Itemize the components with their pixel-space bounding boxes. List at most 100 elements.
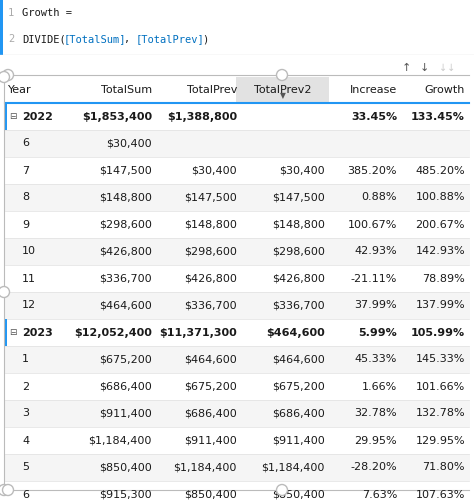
Bar xyxy=(4,103,7,130)
Text: ↓: ↓ xyxy=(419,63,428,73)
Text: 200.67%: 200.67% xyxy=(416,220,465,230)
Text: $464,600: $464,600 xyxy=(184,354,237,364)
Text: [TotalSum]: [TotalSum] xyxy=(64,34,127,44)
Bar xyxy=(4,184,470,211)
Text: ▼: ▼ xyxy=(280,91,285,100)
Text: 101.66%: 101.66% xyxy=(416,382,465,392)
Text: $686,400: $686,400 xyxy=(272,408,325,418)
Text: $426,800: $426,800 xyxy=(184,274,237,283)
Text: $1,184,400: $1,184,400 xyxy=(262,462,325,472)
Text: ): ) xyxy=(202,34,208,44)
Text: $336,700: $336,700 xyxy=(184,300,237,310)
Text: $675,200: $675,200 xyxy=(272,382,325,392)
Bar xyxy=(4,319,470,346)
Text: 1.66%: 1.66% xyxy=(362,382,397,392)
Text: $336,700: $336,700 xyxy=(100,274,152,283)
Text: $11,371,300: $11,371,300 xyxy=(159,328,237,338)
Text: 45.33%: 45.33% xyxy=(355,354,397,364)
Text: 142.93%: 142.93% xyxy=(415,246,465,256)
Bar xyxy=(4,400,470,427)
Text: DIVIDE(: DIVIDE( xyxy=(22,34,66,44)
Text: 1: 1 xyxy=(8,8,14,18)
Text: 78.89%: 78.89% xyxy=(422,274,465,283)
Circle shape xyxy=(2,70,13,80)
Text: -28.20%: -28.20% xyxy=(350,462,397,472)
Text: $298,600: $298,600 xyxy=(272,246,325,256)
Text: $298,600: $298,600 xyxy=(184,246,237,256)
Text: 42.93%: 42.93% xyxy=(355,246,397,256)
Text: $426,800: $426,800 xyxy=(99,246,152,256)
Text: 32.78%: 32.78% xyxy=(355,408,397,418)
Text: ⊟: ⊟ xyxy=(9,112,17,121)
Text: $1,184,400: $1,184,400 xyxy=(89,436,152,446)
Text: $147,500: $147,500 xyxy=(184,192,237,202)
Circle shape xyxy=(2,484,13,496)
Text: $686,400: $686,400 xyxy=(99,382,152,392)
Text: 105.99%: 105.99% xyxy=(411,328,465,338)
Circle shape xyxy=(0,484,9,496)
Text: TotalPrev: TotalPrev xyxy=(187,85,237,95)
Text: 11: 11 xyxy=(22,274,36,283)
Bar xyxy=(4,373,470,400)
Text: $30,400: $30,400 xyxy=(106,138,152,148)
Text: 100.88%: 100.88% xyxy=(416,192,465,202)
Bar xyxy=(4,454,470,481)
Text: 37.99%: 37.99% xyxy=(355,300,397,310)
Text: $148,800: $148,800 xyxy=(272,220,325,230)
Text: 100.67%: 100.67% xyxy=(347,220,397,230)
Text: 6: 6 xyxy=(22,138,29,148)
Text: $911,400: $911,400 xyxy=(99,408,152,418)
Text: 2022: 2022 xyxy=(22,112,53,122)
Text: 71.80%: 71.80% xyxy=(422,462,465,472)
Text: $911,400: $911,400 xyxy=(272,436,325,446)
Text: Year: Year xyxy=(8,85,32,95)
Text: $686,400: $686,400 xyxy=(184,408,237,418)
Text: 7.63%: 7.63% xyxy=(362,490,397,500)
Text: 12: 12 xyxy=(22,300,36,310)
Text: 9: 9 xyxy=(22,220,29,230)
Circle shape xyxy=(276,484,288,496)
Text: $30,400: $30,400 xyxy=(191,166,237,175)
Text: 3: 3 xyxy=(22,408,29,418)
Text: $850,400: $850,400 xyxy=(184,490,237,500)
Text: Growth =: Growth = xyxy=(22,8,72,18)
Text: $148,800: $148,800 xyxy=(184,220,237,230)
Text: 2: 2 xyxy=(8,34,14,44)
Text: $336,700: $336,700 xyxy=(273,300,325,310)
Text: $464,600: $464,600 xyxy=(272,354,325,364)
Text: -21.11%: -21.11% xyxy=(351,274,397,283)
Text: 485.20%: 485.20% xyxy=(415,166,465,175)
Text: $850,400: $850,400 xyxy=(99,462,152,472)
Bar xyxy=(4,481,470,500)
Text: $675,200: $675,200 xyxy=(184,382,237,392)
Text: $911,400: $911,400 xyxy=(184,436,237,446)
Text: 5.99%: 5.99% xyxy=(358,328,397,338)
Text: 133.45%: 133.45% xyxy=(411,112,465,122)
Text: ↑: ↑ xyxy=(401,63,410,73)
Text: $464,600: $464,600 xyxy=(99,300,152,310)
Text: $1,853,400: $1,853,400 xyxy=(82,112,152,122)
Text: 0.88%: 0.88% xyxy=(362,192,397,202)
Text: $147,500: $147,500 xyxy=(99,166,152,175)
Text: 137.99%: 137.99% xyxy=(415,300,465,310)
Text: 6: 6 xyxy=(22,490,29,500)
Bar xyxy=(4,346,470,373)
Text: 4: 4 xyxy=(22,436,29,446)
Circle shape xyxy=(0,286,9,298)
Text: 8: 8 xyxy=(22,192,29,202)
Bar xyxy=(4,211,470,238)
Bar xyxy=(4,427,470,454)
Text: $675,200: $675,200 xyxy=(99,354,152,364)
Text: $850,400: $850,400 xyxy=(272,490,325,500)
Circle shape xyxy=(276,70,288,80)
Bar xyxy=(4,292,470,319)
Bar xyxy=(236,77,329,103)
Circle shape xyxy=(0,72,9,83)
Text: 132.78%: 132.78% xyxy=(415,408,465,418)
Text: [TotalPrev]: [TotalPrev] xyxy=(136,34,205,44)
Text: Growth: Growth xyxy=(425,85,465,95)
Text: 33.45%: 33.45% xyxy=(351,112,397,122)
Text: 5: 5 xyxy=(22,462,29,472)
Bar xyxy=(4,130,470,157)
Text: $147,500: $147,500 xyxy=(272,192,325,202)
